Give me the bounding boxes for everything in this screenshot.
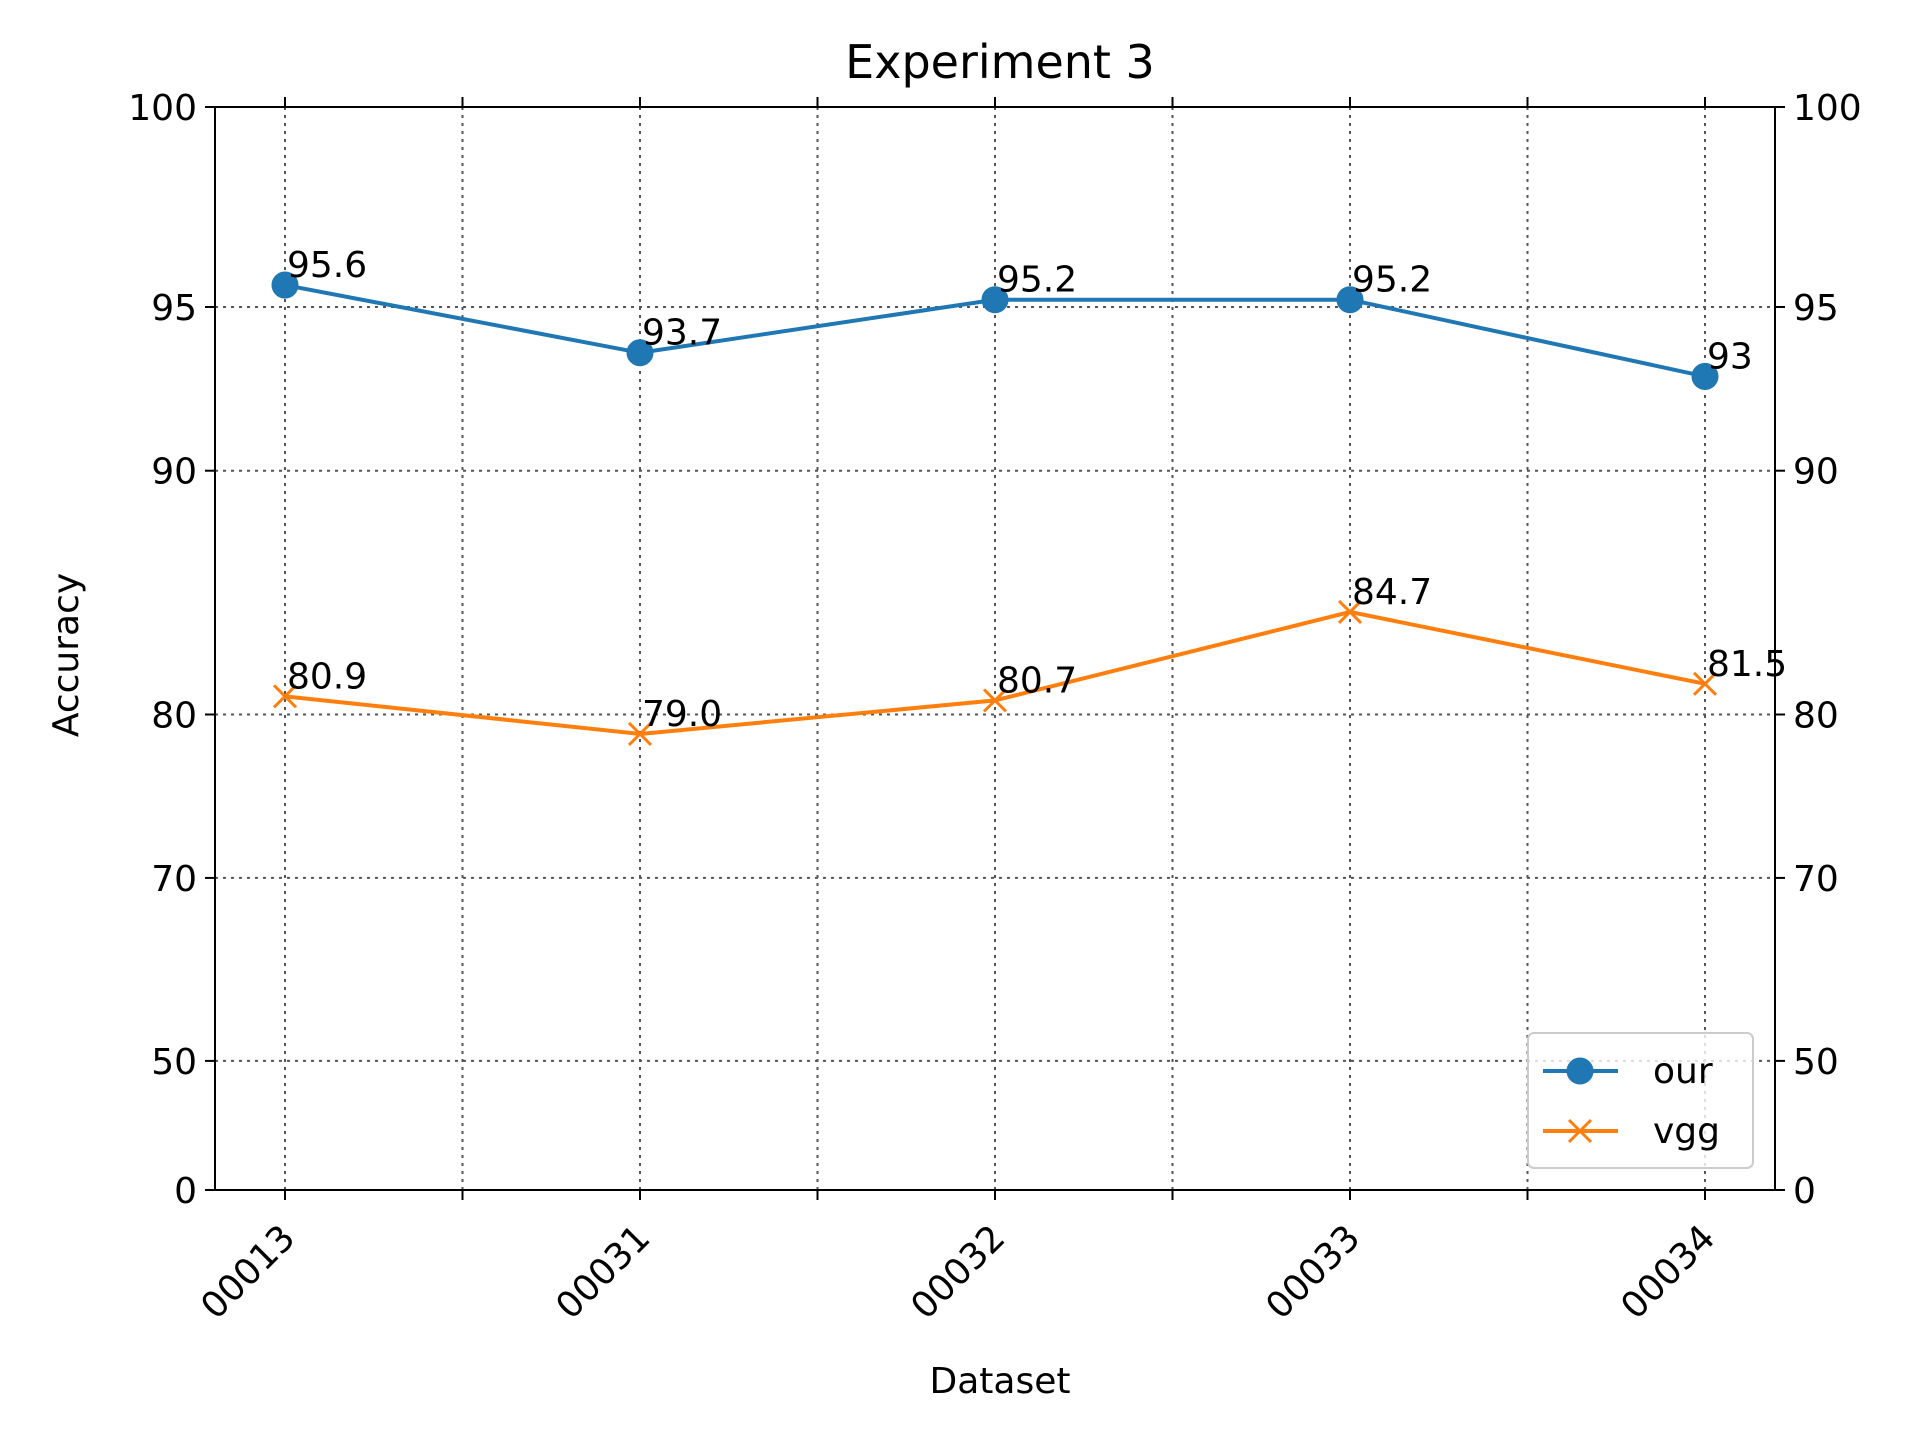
legend-item-vgg: vgg <box>1543 1111 1720 1152</box>
data-label-vgg: 80.9 <box>287 656 367 697</box>
y-tick-label-right: 0 <box>1793 1171 1816 1212</box>
data-point-our <box>1691 362 1719 390</box>
x-axis-label: Dataset <box>930 1361 1071 1402</box>
marker-x-stroke <box>1337 599 1363 625</box>
data-point-our <box>981 286 1009 314</box>
data-label-vgg: 80.7 <box>997 660 1077 701</box>
y-tick-label-left: 80 <box>151 696 197 737</box>
legend-marker <box>1566 1057 1594 1085</box>
data-point-our <box>271 271 299 299</box>
marker-x-stroke <box>1692 671 1718 696</box>
x-tick-label: 00031 <box>548 1217 658 1327</box>
legend-marker <box>1567 1118 1593 1144</box>
data-point-our <box>1336 286 1364 314</box>
chart-title: Experiment 3 <box>845 35 1155 89</box>
data-label-our: 93 <box>1707 336 1753 377</box>
y-tick-label-left: 95 <box>151 288 197 329</box>
y-tick-label-right: 80 <box>1793 696 1839 737</box>
data-label-our: 95.6 <box>287 245 367 286</box>
y-tick-label-left: 100 <box>128 88 197 129</box>
marker-x-stroke <box>627 721 653 747</box>
grid <box>215 107 1775 1190</box>
marker-x-stroke <box>982 688 1008 713</box>
data-point-vgg <box>627 721 653 747</box>
y-tick-label-left: 50 <box>151 1042 197 1083</box>
y-tick-label-left: 90 <box>151 452 197 493</box>
data-label-vgg: 81.5 <box>1707 644 1787 685</box>
x-tick-label: 00033 <box>1258 1217 1368 1327</box>
data-label-our: 95.2 <box>1352 260 1432 301</box>
data-label-vgg: 84.7 <box>1352 572 1432 613</box>
y-tick-label-left: 70 <box>151 859 197 900</box>
y-tick-label-right: 90 <box>1793 452 1839 493</box>
marker-x-stroke <box>272 684 298 709</box>
legend-label: our <box>1653 1051 1713 1092</box>
legend: our vgg <box>1527 1032 1754 1169</box>
data-point-vgg <box>1337 599 1363 625</box>
legend-item-our: our <box>1543 1051 1713 1092</box>
x-tick-label: 00032 <box>903 1217 1013 1327</box>
legend-label: vgg <box>1653 1111 1720 1152</box>
data-label-our: 93.7 <box>642 313 722 354</box>
data-point-vgg <box>272 684 298 709</box>
data-point-our <box>626 339 654 367</box>
data-label-vgg: 79.0 <box>642 694 722 735</box>
y-tick-label-right: 100 <box>1793 88 1862 129</box>
y-tick-label-right: 50 <box>1793 1042 1839 1083</box>
y-tick-label-right: 95 <box>1793 288 1839 329</box>
x-tick-label: 00034 <box>1613 1217 1723 1327</box>
y-tick-label-right: 70 <box>1793 859 1839 900</box>
data-label-our: 95.2 <box>997 260 1077 301</box>
y-tick-label-left: 0 <box>174 1171 197 1212</box>
y-axis-label: Accuracy <box>46 573 87 737</box>
x-tick-label: 00013 <box>193 1217 303 1327</box>
series-group: 95.6 93.7 95.2 95.2 93 80.9 79.0 80.7 84.7 81.5 <box>271 245 1787 747</box>
data-point-vgg <box>982 688 1008 713</box>
data-point-vgg <box>1692 671 1718 696</box>
marker-x-stroke <box>1567 1118 1593 1144</box>
